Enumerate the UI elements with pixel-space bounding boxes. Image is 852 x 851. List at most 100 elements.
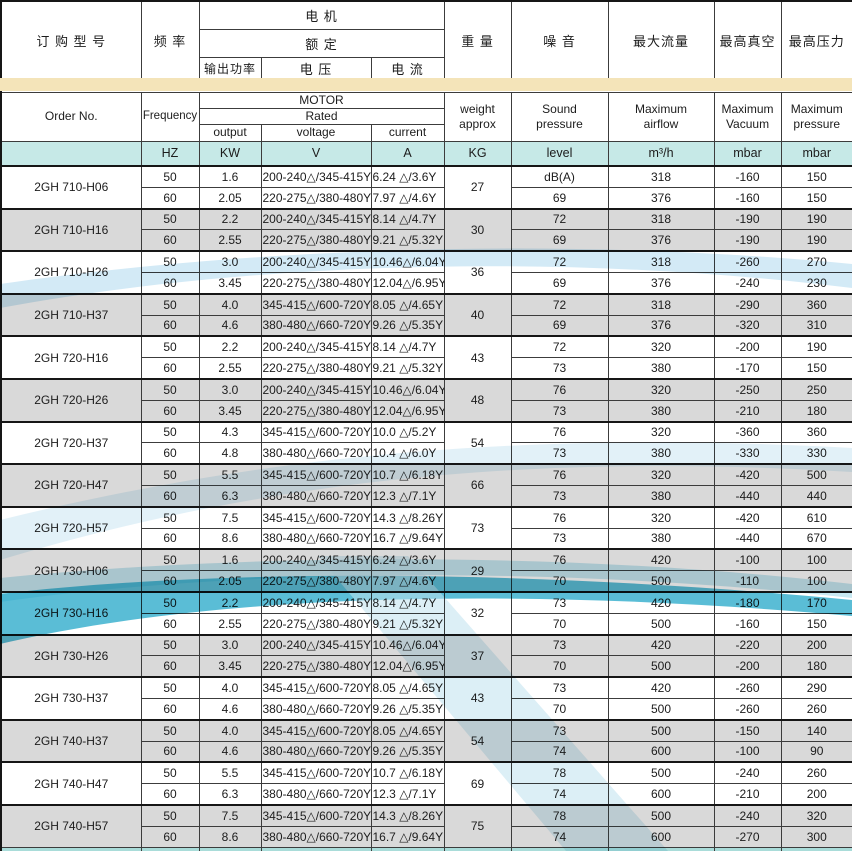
voltage-cell: 380-480△/660-720Y xyxy=(260,825,372,849)
frequency-cell: 60 xyxy=(140,740,200,763)
voltage-cell: 345-415△/600-720Y xyxy=(260,463,372,486)
sound-pressure-cell: 73 xyxy=(510,484,609,508)
header-frequency-en: Frequency xyxy=(140,91,200,142)
header-weight-en: weight approx xyxy=(443,91,512,142)
voltage-cell: 380-480△/660-720Y xyxy=(260,442,372,465)
output-power-cell: 2.2 xyxy=(198,335,262,359)
frequency-cell: 60 xyxy=(140,314,200,337)
header-frequency-cn: 频 率 xyxy=(140,0,200,80)
output-power-cell: 2.05 xyxy=(198,186,262,210)
pressure-cell: 260 xyxy=(780,761,852,785)
header-pressure-en: Maximum pressure xyxy=(780,91,852,142)
airflow-cell: 376 xyxy=(607,229,715,252)
sound-pressure-cell: 74 xyxy=(510,783,609,806)
header-order-no-cn: 订 购 型 号 xyxy=(0,0,142,80)
output-power-cell: 4.0 xyxy=(198,676,262,699)
current-cell: 6.24 △/3.6Y xyxy=(370,164,445,188)
vacuum-cell: -260 xyxy=(713,250,782,273)
frequency-cell: 60 xyxy=(140,442,200,465)
voltage-cell: 220-275△/380-480Y xyxy=(260,229,372,252)
current-cell: 16.7 △/9.64Y xyxy=(370,527,445,550)
sound-pressure-cell: 69 xyxy=(510,314,609,337)
airflow-cell: 420 xyxy=(607,590,715,614)
weight-cell: 54 xyxy=(443,718,512,763)
voltage-cell: 380-480△/660-720Y xyxy=(260,314,372,337)
voltage-cell: 200-240△/345-415Y xyxy=(260,164,372,188)
vacuum-cell: -160 xyxy=(713,164,782,188)
pressure-cell: 200 xyxy=(780,633,852,657)
current-cell: 14.3 △/8.26Y xyxy=(370,505,445,529)
header-output-en: output xyxy=(198,123,262,142)
unit-frequency: HZ xyxy=(140,140,200,167)
vacuum-cell: -440 xyxy=(713,484,782,508)
table-row: 60 2.05 220-275△/380-480Y 7.97 △/4.6Y 69 376-… xyxy=(1,186,852,210)
vacuum-cell: -240 xyxy=(713,761,782,785)
order-no-cell: 2GH 720-H57 xyxy=(0,505,142,550)
frequency-cell: 50 xyxy=(140,463,200,486)
current-cell: 8.05 △/4.65Y xyxy=(370,292,445,316)
voltage-cell: 380-480△/660-720Y xyxy=(260,697,372,721)
sound-pressure-cell: 73 xyxy=(510,357,609,380)
order-no-cell: 2GH 710-H37 xyxy=(0,292,142,337)
current-cell: 9.21 △/5.32Y xyxy=(370,612,445,636)
sound-pressure-cell: 70 xyxy=(510,612,609,636)
voltage-cell: 220-275△/380-480Y xyxy=(260,399,372,423)
header-motor-cn: 电 机 xyxy=(198,0,445,30)
current-cell: 12.04△/6.95Y xyxy=(370,655,445,678)
header-voltage-cn: 电 压 xyxy=(260,56,372,80)
order-no-cell: 2GH 730-H37 xyxy=(0,676,142,721)
frequency-cell: 60 xyxy=(140,697,200,721)
vacuum-cell: -260 xyxy=(713,676,782,699)
current-cell: 9.26 △/5.35Y xyxy=(370,314,445,337)
weight-cell: 40 xyxy=(443,292,512,337)
vacuum-cell: -200 xyxy=(713,655,782,678)
table-row: 2GH 710-H16 50 2.2 200-240△/345-415Y 8.14 △/… xyxy=(0,207,852,252)
current-cell: 14.3 △/8.26Y xyxy=(370,803,445,827)
vacuum-cell: -420 xyxy=(713,505,782,529)
table-row: 2GH 720-H16 50 2.2 200-240△/345-415Y 8.14 △/… xyxy=(0,335,852,380)
table-row: 2GH 740-H57 50 7.5 345-415△/600-720Y 14.3 △/… xyxy=(0,803,852,848)
output-power-cell: 3.0 xyxy=(198,250,262,273)
frequency-cell: 60 xyxy=(140,357,200,380)
airflow-cell: 320 xyxy=(607,377,715,401)
table-row: 2GH 740-H37 50 4.0 345-415△/600-720Y 8.05 △/… xyxy=(0,718,852,763)
output-power-cell: 2.55 xyxy=(198,229,262,252)
current-cell: 8.14 △/4.7Y xyxy=(370,335,445,359)
sound-pressure-cell: 74 xyxy=(510,825,609,849)
unit-sound: level xyxy=(510,140,609,167)
voltage-cell: 220-275△/380-480Y xyxy=(260,570,372,593)
frequency-cell: 60 xyxy=(140,570,200,593)
frequency-cell: 50 xyxy=(140,207,200,231)
bottom-cutoff-cell xyxy=(510,847,609,851)
output-power-cell: 5.5 xyxy=(198,463,262,486)
bottom-cutoff-cell xyxy=(607,847,715,851)
order-no-cell: 2GH 720-H37 xyxy=(0,420,142,465)
unit-output: KW xyxy=(198,140,262,167)
table-row: 2GH 710-H06 50 1.6 200-240△/345-415Y 6.24 △/… xyxy=(0,164,852,210)
pressure-cell: 260 xyxy=(780,697,852,721)
vacuum-cell: -260 xyxy=(713,697,782,721)
voltage-cell: 380-480△/660-720Y xyxy=(260,740,372,763)
bottom-cutoff-row xyxy=(0,847,852,851)
output-power-cell: 2.05 xyxy=(198,570,262,593)
airflow-cell: 600 xyxy=(607,783,715,806)
vacuum-cell: -320 xyxy=(713,314,782,337)
voltage-cell: 200-240△/345-415Y xyxy=(260,633,372,657)
output-power-cell: 2.55 xyxy=(198,612,262,636)
vacuum-cell: -100 xyxy=(713,740,782,763)
bottom-cutoff-cell xyxy=(0,847,142,851)
current-cell: 10.46△/6.04Y xyxy=(370,250,445,273)
bottom-cutoff-cell xyxy=(780,847,852,851)
vacuum-cell: -170 xyxy=(713,357,782,380)
pressure-cell: 180 xyxy=(780,655,852,678)
frequency-cell: 50 xyxy=(140,761,200,785)
output-power-cell: 4.6 xyxy=(198,697,262,721)
table-row: 2GH 730-H37 50 4.0 345-415△/600-720Y 8.05 △/… xyxy=(0,676,852,721)
order-no-cell: 2GH 730-H16 xyxy=(0,590,142,636)
weight-cell: 30 xyxy=(443,207,512,252)
vacuum-cell: -270 xyxy=(713,825,782,849)
output-power-cell: 8.6 xyxy=(198,527,262,550)
voltage-cell: 200-240△/345-415Y xyxy=(260,250,372,273)
